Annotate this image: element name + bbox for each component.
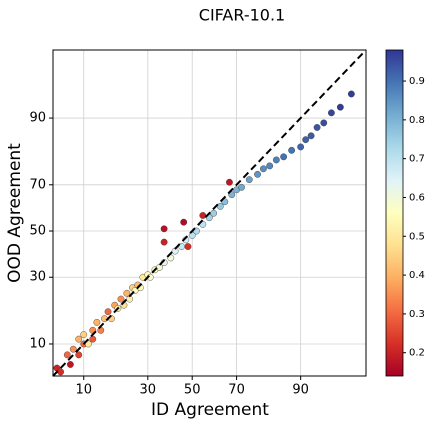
point [104,308,112,316]
point [260,165,267,173]
point [85,340,92,348]
y-tick-label: 50 [29,224,46,239]
point [199,212,207,219]
point [280,153,288,161]
y-tick-label: 70 [29,177,46,192]
point [66,361,74,368]
point [123,289,131,297]
point [75,351,83,359]
point [93,318,101,326]
colorbar-tick-label: 0.3 [409,309,425,320]
point [210,209,218,217]
point [117,295,125,303]
y-tick-label: 90 [29,111,46,126]
point [266,162,274,170]
point [156,263,163,271]
point [184,243,192,250]
point [226,178,233,186]
y-tick-label: 10 [29,336,46,351]
point [336,103,344,111]
point [313,124,321,131]
point [307,132,315,140]
y-axis-label: OOD Agreement [5,143,25,283]
y-tick-label: 30 [29,270,46,285]
point [180,218,188,226]
x-tick-label: 10 [75,383,92,398]
point [63,351,71,359]
colorbar-tick-label: 0.8 [409,115,425,126]
point [288,146,296,154]
point [160,238,168,246]
point [297,143,305,151]
x-tick-label: 90 [292,383,309,398]
point [245,176,253,184]
x-axis-label: ID Agreement [151,400,269,420]
point [320,119,328,127]
point [89,335,97,343]
plot-frame [52,49,367,377]
point [69,345,77,353]
colorbar-tick-label: 0.6 [409,192,425,203]
colorbar-tick-label: 0.7 [409,154,425,165]
x-tick-label: 70 [228,383,245,398]
point [238,183,245,191]
point [347,90,355,98]
colorbar-tick-label: 0.5 [409,231,425,242]
point [57,368,65,376]
colorbar [385,49,404,377]
point [75,335,83,343]
colorbar-tick-label: 0.4 [409,270,425,281]
point [254,170,261,178]
chart-title: CIFAR-10.1 [199,6,285,25]
point [302,136,310,144]
diagonal-line [52,49,367,377]
point [228,191,236,199]
x-tick-label: 50 [184,383,201,398]
x-tick-label: 30 [140,383,157,398]
point [160,225,168,233]
point [80,331,88,338]
colorbar-tick-label: 0.2 [409,348,425,359]
colorbar-tick-label: 0.9 [409,76,425,87]
point [272,156,280,164]
point [327,109,335,117]
